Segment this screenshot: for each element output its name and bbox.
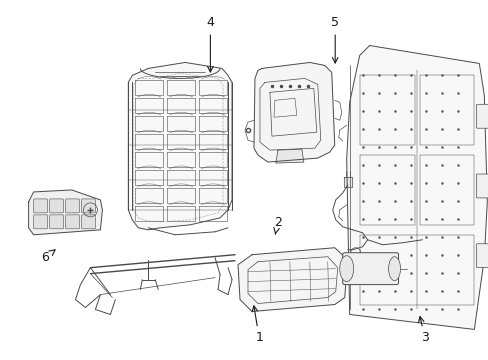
Polygon shape [343,177,351,187]
FancyBboxPatch shape [65,199,80,213]
FancyBboxPatch shape [81,215,95,229]
Ellipse shape [388,257,400,280]
Text: 3: 3 [418,316,428,344]
Polygon shape [253,62,334,162]
FancyBboxPatch shape [475,104,488,128]
FancyBboxPatch shape [34,215,47,229]
FancyBboxPatch shape [49,199,63,213]
Text: 2: 2 [273,216,281,234]
FancyBboxPatch shape [81,199,95,213]
FancyBboxPatch shape [475,174,488,198]
Polygon shape [346,45,487,329]
Polygon shape [29,190,102,235]
Text: 6: 6 [41,250,55,264]
FancyBboxPatch shape [342,253,398,285]
Polygon shape [238,248,347,311]
Text: 5: 5 [330,17,339,63]
FancyBboxPatch shape [49,215,63,229]
FancyBboxPatch shape [65,215,80,229]
Polygon shape [128,62,232,230]
Polygon shape [275,149,303,163]
FancyBboxPatch shape [34,199,47,213]
Ellipse shape [339,256,353,282]
Text: 4: 4 [206,17,214,72]
Text: 1: 1 [251,306,263,344]
FancyBboxPatch shape [475,244,488,268]
